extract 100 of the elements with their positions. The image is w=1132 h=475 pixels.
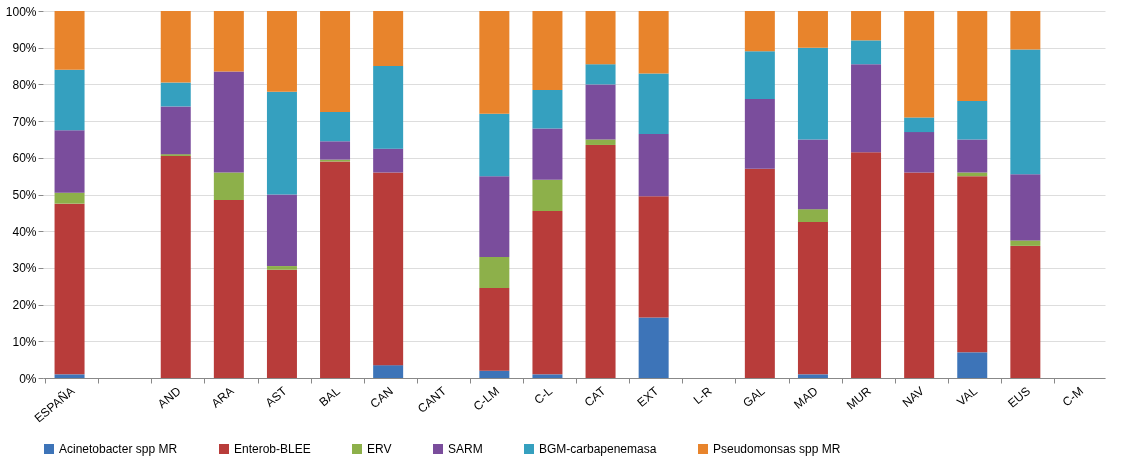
bar [744,11,775,52]
bar [213,172,244,201]
bar [54,192,85,204]
bar [744,99,775,169]
bar [585,11,616,65]
x-tick-label: C-L [531,383,556,408]
bar [1010,240,1041,246]
bar [638,196,669,318]
bar [373,365,404,378]
bar [479,11,510,114]
bar [320,141,351,160]
bar [957,352,988,378]
bar [160,106,191,155]
bar [532,374,563,378]
bar [266,269,297,378]
bar [479,370,510,378]
bar [797,222,828,375]
legend-label: Enterob-BLEE [234,442,311,456]
bar [957,176,988,353]
bar [54,130,85,193]
bar [585,139,616,145]
bar [957,11,988,101]
bar [320,111,351,142]
y-tick-label: 80% [12,77,37,92]
bar [160,82,191,107]
bar [1010,11,1041,50]
bar [373,66,404,149]
legend-label: BGM-carbapenemasa [539,442,657,456]
bar [266,91,297,195]
bar [744,168,775,378]
y-tick-label: 10% [12,334,37,349]
legend-label: SARM [448,442,483,456]
bar [266,266,297,270]
bar [638,133,669,197]
legend-label: ERV [367,442,392,456]
bar [585,64,616,85]
bar [532,11,563,90]
x-tick-label: CAT [581,383,609,410]
y-tick-label: 40% [12,224,37,239]
bar [213,200,244,378]
bar [638,317,669,378]
x-tick-label: EUS [1005,383,1034,411]
bar [585,144,616,378]
y-tick-label: 100% [5,4,37,19]
x-tick-label: GAL [740,383,768,411]
bar [957,100,988,140]
bar [797,139,828,210]
bar [904,117,935,133]
bar [638,11,669,74]
x-tick-label: ARA [208,383,237,411]
bar [213,71,244,173]
x-tick-label: C-M [1059,383,1087,410]
bar [532,128,563,180]
bar [532,89,563,129]
x-tick-label: CAN [367,383,396,411]
bar [479,113,510,177]
bar [54,69,85,131]
bar [797,209,828,223]
bar [1010,49,1041,175]
y-tick-label: 50% [12,188,37,202]
bar [373,11,404,67]
bar [320,11,351,112]
bar [904,132,935,173]
y-tick-label: 20% [12,298,37,313]
bar [160,11,191,83]
bar [532,211,563,375]
bar [957,139,988,173]
y-tick-label: 60% [12,151,37,166]
bar [797,11,828,48]
x-tick-label: BAL [316,383,344,410]
bar [1010,245,1041,378]
legend-label: Acinetobacter spp MR [59,442,178,456]
bar [1010,174,1041,241]
bar [266,194,297,267]
legend-label: Pseudomonsas spp MR [713,442,841,456]
x-tick-label: L-R [690,383,715,408]
bar [585,84,616,140]
bar [744,51,775,100]
bar [160,155,191,378]
bar [904,11,935,118]
bar [479,256,510,289]
bar [479,176,510,257]
bar [373,172,404,366]
bar [851,152,882,378]
bar [797,374,828,378]
bar [957,172,988,177]
bar [320,161,351,378]
bar [851,11,882,41]
bar [851,40,882,65]
bar [213,11,244,72]
bar [373,148,404,173]
bar [797,47,828,140]
bar [54,374,85,378]
y-tick-label: 0% [19,371,37,386]
y-tick-label: 90% [12,41,37,56]
bar [54,11,85,70]
bar [638,73,669,134]
bar [851,64,882,153]
bar [532,179,563,212]
y-tick-label: 30% [12,261,37,276]
